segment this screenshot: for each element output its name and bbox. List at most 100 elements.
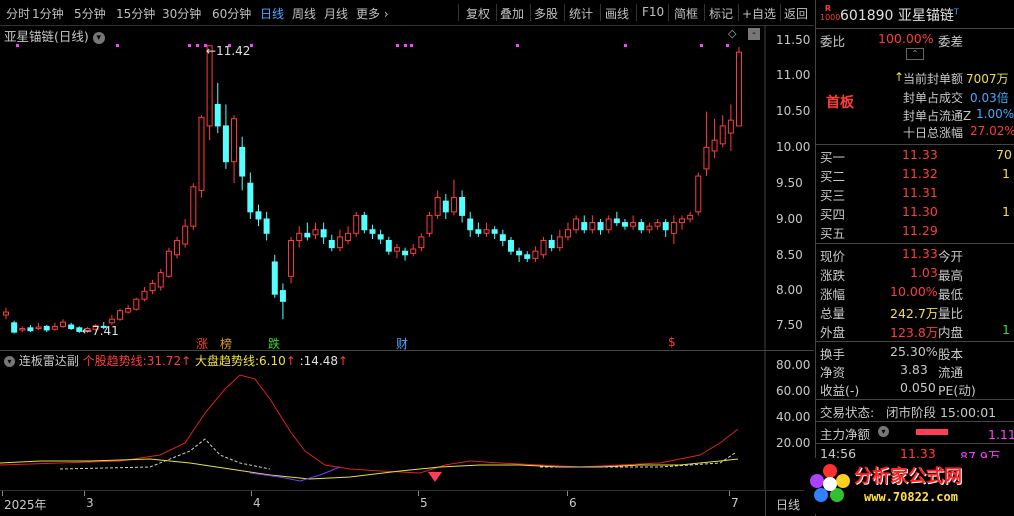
candle-body[interactable] xyxy=(141,290,148,300)
candle-body[interactable] xyxy=(475,229,482,234)
candle-body[interactable] xyxy=(320,229,327,238)
candle-body[interactable] xyxy=(695,175,702,213)
candle-body[interactable] xyxy=(247,182,254,213)
candle-body[interactable] xyxy=(312,229,319,236)
candle-body[interactable] xyxy=(369,229,376,234)
candle-body[interactable] xyxy=(60,321,67,327)
tab-weekly[interactable]: 周线 xyxy=(292,7,317,21)
candle-body[interactable] xyxy=(556,236,563,249)
restore-rights-button[interactable]: 复权 xyxy=(466,7,491,21)
candle-body[interactable] xyxy=(385,239,392,252)
marker-cai[interactable]: 财 xyxy=(396,337,409,351)
candle-body[interactable] xyxy=(564,229,571,238)
candle-body[interactable] xyxy=(613,218,620,224)
candle-body[interactable] xyxy=(296,232,303,241)
marker-zhang[interactable]: 涨 xyxy=(196,337,209,351)
candle-body[interactable] xyxy=(410,248,417,254)
candle-body[interactable] xyxy=(68,324,75,330)
candle-body[interactable] xyxy=(516,250,523,256)
candle-body[interactable] xyxy=(222,125,229,163)
candle-body[interactable] xyxy=(198,116,205,191)
candle-body[interactable] xyxy=(548,239,555,249)
candle-body[interactable] xyxy=(345,232,352,241)
candle-body[interactable] xyxy=(3,311,9,316)
candle-body[interactable] xyxy=(304,232,311,238)
bid-row[interactable]: 买二 11.32 1 xyxy=(820,166,1014,185)
candle-body[interactable] xyxy=(426,214,433,234)
candle-body[interactable] xyxy=(646,225,653,231)
candle-body[interactable] xyxy=(35,326,42,330)
candle-body[interactable] xyxy=(27,327,34,332)
candle-body[interactable] xyxy=(670,222,677,234)
candle-body[interactable] xyxy=(532,250,539,259)
candle-body[interactable] xyxy=(51,325,58,330)
candle-body[interactable] xyxy=(149,282,156,292)
marker-bang[interactable]: 榜 xyxy=(220,337,233,351)
candle-body[interactable] xyxy=(402,250,409,256)
tab-fenshi[interactable]: 分时 xyxy=(6,7,31,21)
candle-body[interactable] xyxy=(100,325,107,328)
candle-body[interactable] xyxy=(157,272,164,288)
candle-body[interactable] xyxy=(581,222,588,231)
tab-30min[interactable]: 30分钟 xyxy=(162,7,202,21)
chevron-down-icon[interactable]: ▾ xyxy=(92,31,105,44)
draw-line-button[interactable]: 画线 xyxy=(605,7,630,21)
candle-body[interactable] xyxy=(328,239,335,249)
candle-body[interactable] xyxy=(361,214,368,231)
chevron-down-icon[interactable]: ▾ xyxy=(878,426,889,437)
candle-body[interactable] xyxy=(524,254,531,259)
candle-body[interactable] xyxy=(727,119,734,134)
indicator-toggle-icon[interactable]: ▾ xyxy=(4,356,15,367)
candle-body[interactable] xyxy=(507,239,514,252)
candle-body[interactable] xyxy=(76,327,83,332)
candle-body[interactable] xyxy=(678,218,685,224)
simple-frame-button[interactable]: 简框 xyxy=(674,7,699,21)
marker-dollar[interactable]: $ xyxy=(668,335,676,349)
bid-row[interactable]: 买三 11.31 xyxy=(820,185,1014,204)
multi-stock-button[interactable]: 多股 xyxy=(534,7,559,21)
candle-body[interactable] xyxy=(499,234,506,241)
bid-row[interactable]: 买五 11.29 xyxy=(820,223,1014,242)
candle-body[interactable] xyxy=(239,146,246,177)
candle-body[interactable] xyxy=(687,214,694,220)
candle-body[interactable] xyxy=(418,236,425,249)
statistics-button[interactable]: 统计 xyxy=(569,7,594,21)
candle-body[interactable] xyxy=(654,222,661,227)
diamond-icon[interactable]: ◇ xyxy=(728,27,737,40)
candle-body[interactable] xyxy=(483,229,490,234)
mark-button[interactable]: 标记 xyxy=(709,7,734,21)
candle-body[interactable] xyxy=(231,118,238,163)
candle-body[interactable] xyxy=(630,222,637,227)
candle-body[interactable] xyxy=(271,261,278,295)
candle-body[interactable] xyxy=(84,328,91,332)
collapse-icon[interactable]: - xyxy=(748,28,760,40)
f10-button[interactable]: F10 xyxy=(642,5,665,19)
tab-1min[interactable]: 1分钟 xyxy=(32,7,64,21)
candle-body[interactable] xyxy=(719,125,726,145)
tab-more[interactable]: 更多 › xyxy=(356,5,389,22)
add-watchlist-button[interactable]: +自选 xyxy=(742,7,777,21)
candle-body[interactable] xyxy=(263,218,270,234)
indicator-chart[interactable]: ▾ 连板雷达副 个股趋势线:31.72↑ 大盘趋势线:6.10↑ :14.48↑… xyxy=(0,350,814,491)
candle-body[interactable] xyxy=(605,218,612,231)
candle-body[interactable] xyxy=(43,325,50,331)
candle-body[interactable] xyxy=(638,222,645,231)
candle-body[interactable] xyxy=(108,318,115,324)
bid-row[interactable]: 买一 11.33 70 xyxy=(820,147,1014,166)
xaxis-period[interactable]: 日线 xyxy=(776,498,801,512)
candle-body[interactable] xyxy=(662,222,669,231)
candle-body[interactable] xyxy=(19,328,26,331)
tab-60min[interactable]: 60分钟 xyxy=(212,7,252,21)
overlay-button[interactable]: 叠加 xyxy=(500,7,525,21)
tab-5min[interactable]: 5分钟 xyxy=(74,7,106,21)
tab-monthly[interactable]: 月线 xyxy=(324,7,349,21)
candle-body[interactable] xyxy=(117,310,124,320)
candle-body[interactable] xyxy=(459,197,466,216)
candle-body[interactable] xyxy=(336,236,343,249)
candle-body[interactable] xyxy=(214,103,221,127)
candle-body[interactable] xyxy=(573,218,580,231)
candle-body[interactable] xyxy=(92,325,99,330)
candle-body[interactable] xyxy=(467,218,474,231)
candle-body[interactable] xyxy=(491,229,498,234)
bid-row[interactable]: 买四 11.30 1 xyxy=(820,204,1014,223)
